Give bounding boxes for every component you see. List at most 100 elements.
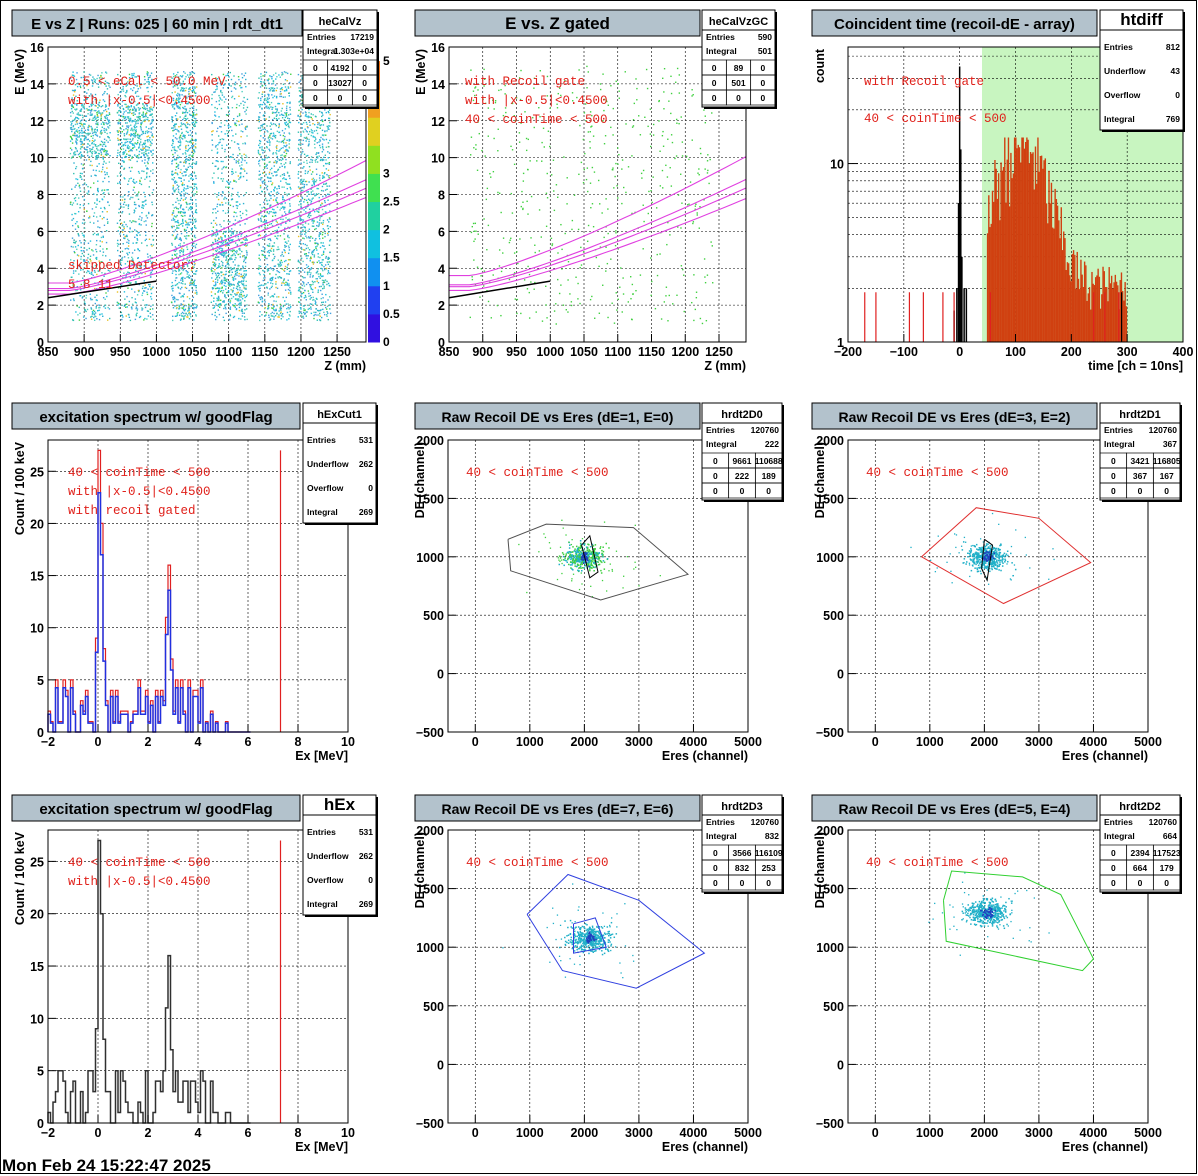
scatter-point [70,140,71,141]
scatter-point [97,124,98,125]
scatter-point [108,176,109,177]
scatter-point [85,116,86,117]
scatter-point [319,177,320,178]
scatter-point [150,276,151,277]
scatter-point [187,112,188,113]
scatter-point [221,92,222,93]
scatter-point [290,109,291,110]
scatter-point [182,225,183,226]
scatter-point [190,316,191,317]
scatter-point [215,239,216,240]
scatter-point [189,72,190,73]
scatter-point [192,202,193,203]
scatter-point [298,132,299,133]
scatter-point [80,157,81,158]
scatter-point [129,317,130,318]
scatter-point [270,313,271,314]
scatter-point [217,160,218,161]
scatter-point [324,286,325,287]
scatter-point [232,168,233,169]
scatter-point [214,265,215,266]
scatter-point [151,244,152,245]
scatter-point [196,293,197,294]
scatter-point [109,161,110,162]
scatter-point [102,169,103,170]
scatter-point [304,297,305,298]
scatter-point [142,146,143,147]
scatter-point [74,242,75,243]
scatter-point [133,135,134,136]
scatter-point [135,208,136,209]
scatter-point [225,80,226,81]
scatter-point [107,150,108,151]
scatter-point [137,308,138,309]
scatter-point [283,173,284,174]
scatter-point [149,286,150,287]
scatter-point [282,103,283,104]
scatter-point [109,205,110,206]
scatter-point [86,139,87,140]
scatter-point [119,139,120,140]
scatter-point [141,207,142,208]
scatter-point [243,285,244,286]
scatter-point [241,155,242,156]
scatter-point [196,188,197,189]
scatter-point [180,303,181,304]
scatter-point [235,303,236,304]
scatter-point [277,263,278,264]
scatter-point [276,90,277,91]
scatter-point [174,219,175,220]
scatter-point [189,318,190,319]
scatter-point [105,150,106,151]
scatter-point [148,135,149,136]
scatter-point [81,250,82,251]
scatter-point [225,202,226,203]
scatter-point [271,211,272,212]
scatter-point [75,229,76,230]
scatter-point [259,290,260,291]
scatter-point [73,239,74,240]
scatter-point [84,138,85,139]
scatter-point [175,207,176,208]
scatter-point [172,147,173,148]
scatter-point [145,113,146,114]
scatter-point [222,191,223,192]
scatter-point [175,150,176,151]
scatter-point [276,296,277,297]
scatter-point [289,95,290,96]
scatter-point [264,159,265,160]
scatter-point [195,227,196,228]
scatter-point [236,201,237,202]
scatter-point [108,193,109,194]
scatter-point [219,104,220,105]
scatter-point [77,139,78,140]
scatter-point [240,177,241,178]
scatter-point [107,119,108,120]
scatter-point [175,115,176,116]
scatter-point [228,254,229,255]
scatter-point [271,248,272,249]
scatter-point [319,257,320,258]
scatter-point [244,111,245,112]
scatter-point [262,254,263,255]
scatter-point [244,295,245,296]
scatter-point [95,144,96,145]
scatter-point [144,148,145,149]
scatter-point [103,297,104,298]
scatter-point [275,287,276,288]
scatter-point [273,249,274,250]
scatter-point [243,279,244,280]
scatter-point [98,163,99,164]
scatter-point [151,72,152,73]
scatter-point [286,108,287,109]
scatter-point [259,106,260,107]
scatter-point [235,271,236,272]
scatter-point [289,147,290,148]
scatter-point [129,150,130,151]
scatter-point [240,274,241,275]
scatter-point [81,173,82,174]
scatter-point [136,181,137,182]
scatter-point [127,254,128,255]
scatter-point [313,263,314,264]
scatter-point [77,203,78,204]
